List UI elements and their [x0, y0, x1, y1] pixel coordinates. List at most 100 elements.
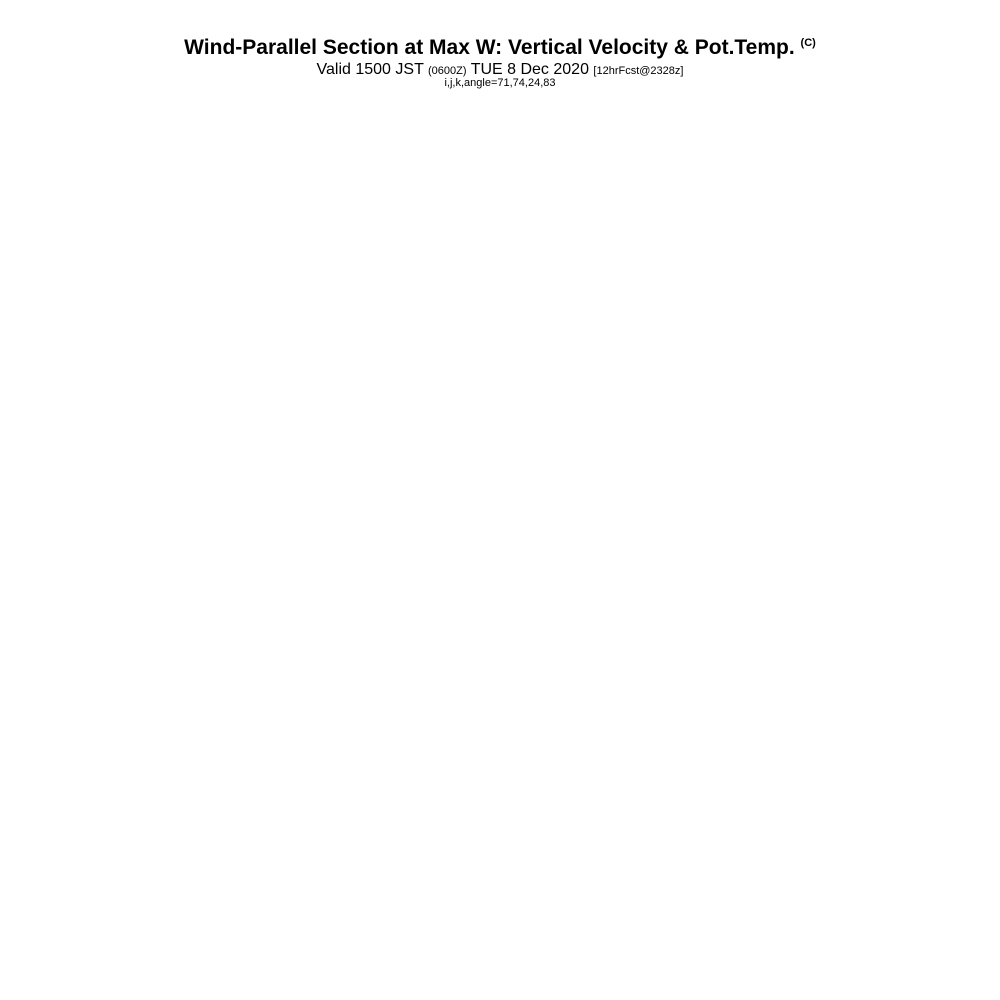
velocity-cell: [436, 374, 444, 384]
velocity-cell: [233, 698, 241, 708]
velocity-cell: [442, 186, 450, 196]
velocity-cell: [376, 357, 384, 367]
velocity-cell: [263, 152, 270, 162]
velocity-cell: [149, 161, 157, 171]
velocity-cell: [388, 596, 396, 606]
velocity-cell: [245, 587, 252, 597]
velocity-cell: [215, 459, 223, 469]
velocity-cell: [227, 655, 235, 665]
velocity-cell: [191, 596, 199, 606]
velocity-cell: [137, 348, 145, 358]
velocity-cell: [454, 110, 462, 120]
velocity-cell: [329, 408, 336, 418]
velocity-cell: [263, 476, 270, 486]
velocity-cell: [418, 715, 426, 724]
velocity-cell: [173, 246, 181, 256]
velocity-cell: [167, 596, 175, 606]
velocity-cell: [119, 451, 127, 461]
velocity-cell: [323, 536, 330, 546]
velocity-cell: [245, 613, 252, 623]
velocity-cell: [113, 323, 121, 333]
velocity-cell: [245, 468, 252, 478]
velocity-cell: [269, 672, 276, 682]
velocity-cell: [167, 434, 175, 444]
velocity-cell: [161, 255, 169, 265]
velocity-cell: [347, 510, 354, 520]
velocity-cell: [125, 161, 133, 171]
velocity-cell: [257, 579, 264, 589]
velocity-cell: [382, 178, 390, 188]
velocity-cell: [263, 647, 270, 657]
velocity-cell: [448, 604, 456, 614]
velocity-cell: [155, 289, 163, 299]
velocity-cell: [478, 246, 486, 256]
velocity-cell: [179, 297, 187, 307]
velocity-cell: [197, 510, 205, 520]
velocity-cell: [251, 186, 258, 196]
velocity-cell: [221, 698, 229, 708]
velocity-cell: [418, 118, 426, 128]
velocity-cell: [329, 613, 336, 623]
velocity-cell: [472, 314, 480, 324]
velocity-cell: [90, 681, 97, 691]
velocity-cell: [365, 647, 372, 657]
velocity-cell: [143, 655, 151, 665]
velocity-cell: [203, 331, 211, 341]
velocity-cell: [329, 664, 336, 674]
velocity-cell: [209, 664, 217, 674]
velocity-cell: [257, 161, 264, 171]
velocity-cell: [472, 127, 480, 137]
velocity-cell: [442, 289, 450, 299]
velocity-cell: [311, 110, 318, 120]
velocity-cell: [460, 502, 468, 512]
velocity-cell: [143, 570, 151, 580]
velocity-cell: [281, 417, 288, 427]
velocity-cell: [394, 425, 402, 435]
velocity-cell: [454, 229, 462, 239]
velocity-cell: [460, 655, 468, 665]
velocity-cell: [275, 621, 282, 631]
velocity-cell: [436, 110, 444, 120]
velocity-cell: [418, 340, 426, 350]
velocity-cell: [173, 195, 181, 205]
velocity-cell: [299, 596, 306, 606]
velocity-cell: [215, 186, 223, 196]
velocity-cell: [137, 493, 145, 503]
velocity-cell: [382, 144, 390, 154]
velocity-cell: [412, 451, 420, 461]
velocity-cell: [329, 280, 336, 290]
velocity-cell: [155, 715, 163, 724]
velocity-cell: [173, 706, 181, 716]
velocity-cell: [394, 630, 402, 640]
velocity-cell: [466, 144, 474, 154]
velocity-cell: [227, 169, 235, 179]
velocity-cell: [347, 144, 354, 154]
velocity-cell: [131, 655, 139, 665]
velocity-cell: [454, 195, 462, 205]
velocity-cell: [311, 331, 318, 341]
velocity-cell: [149, 689, 157, 699]
velocity-cell: [323, 374, 330, 384]
velocity-cell: [478, 510, 486, 520]
velocity-cell: [107, 331, 115, 341]
velocity-cell: [400, 203, 408, 213]
velocity-cell: [341, 621, 348, 631]
velocity-cell: [269, 502, 276, 512]
velocity-cell: [245, 425, 252, 435]
velocity-cell: [299, 237, 306, 247]
velocity-cell: [263, 391, 270, 401]
velocity-cell: [269, 706, 276, 716]
velocity-cell: [329, 323, 336, 333]
velocity-cell: [335, 203, 342, 213]
velocity-cell: [317, 672, 324, 682]
velocity-cell: [185, 459, 193, 469]
velocity-cell: [197, 348, 205, 358]
velocity-cell: [137, 169, 145, 179]
velocity-cell: [287, 681, 294, 691]
velocity-cell: [96, 118, 103, 128]
velocity-cell: [215, 280, 223, 290]
velocity-cell: [96, 220, 103, 230]
velocity-cell: [233, 655, 241, 665]
velocity-cell: [245, 323, 252, 333]
velocity-cell: [221, 272, 229, 282]
